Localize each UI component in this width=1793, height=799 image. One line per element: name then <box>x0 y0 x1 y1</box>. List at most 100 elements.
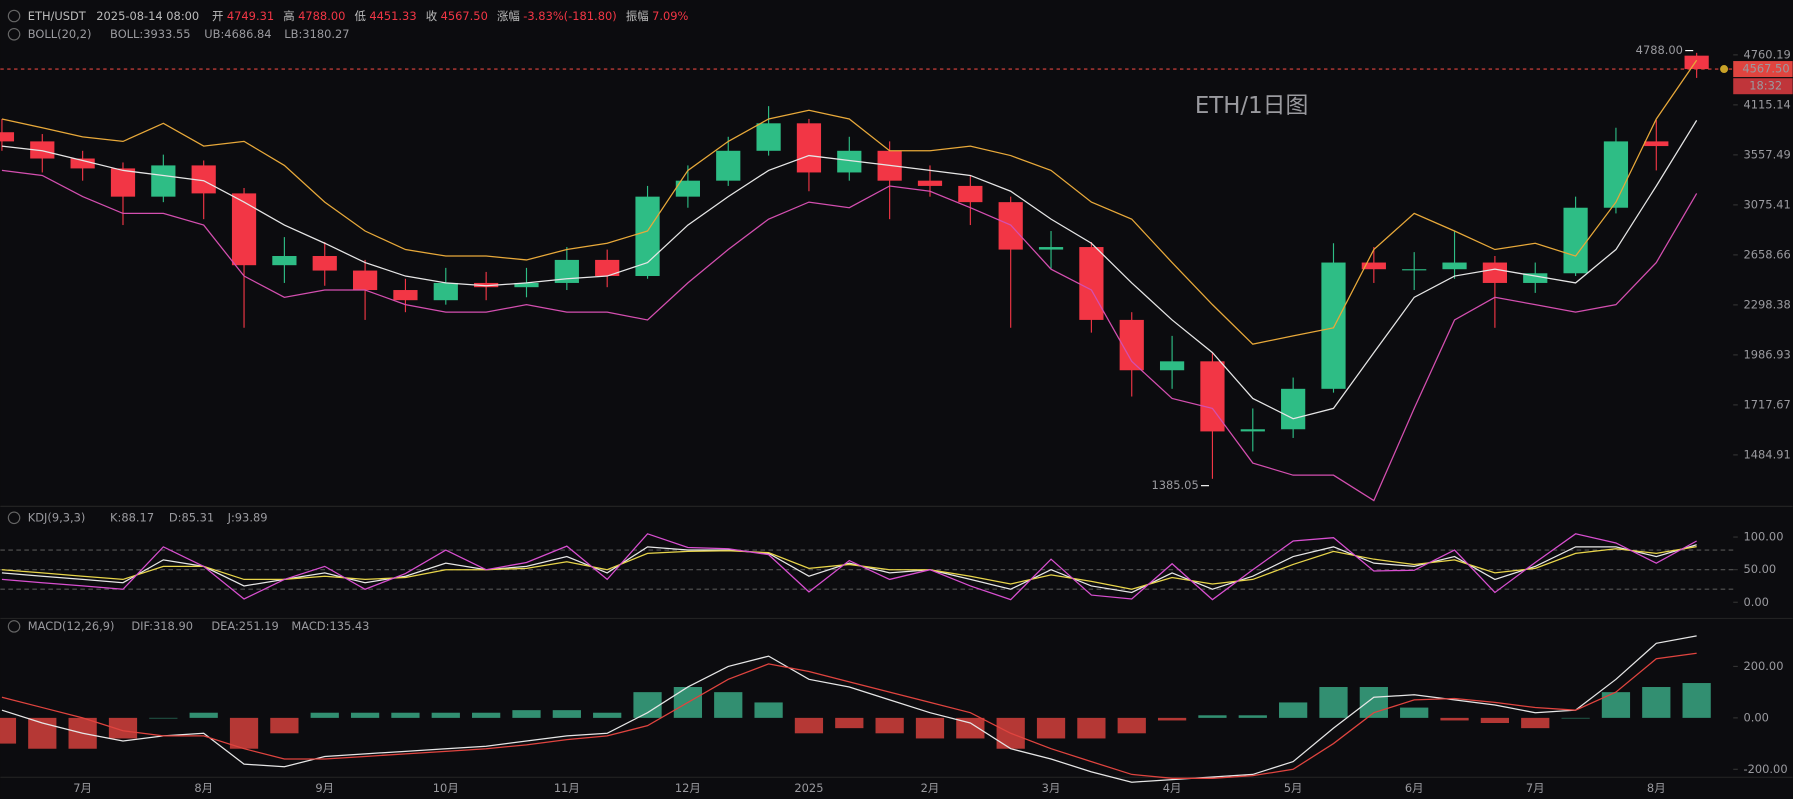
macd-bar <box>472 712 501 718</box>
macd-bar <box>149 717 178 719</box>
candle-body <box>1482 262 1507 283</box>
candle-body <box>1402 269 1427 271</box>
x-tick-label: 11月 <box>554 781 580 795</box>
candle-body <box>675 180 700 197</box>
candle-body <box>595 259 620 277</box>
legend-entry: LB:3180.27 <box>284 27 349 41</box>
x-tick-label: 3月 <box>1042 781 1061 795</box>
macd-bar <box>431 712 460 718</box>
legend-entry: UB:4686.84 <box>204 27 271 41</box>
candle-body <box>70 158 95 169</box>
candle-body <box>796 123 822 173</box>
field-value: 4749.31 <box>227 9 274 23</box>
collapse-icon[interactable] <box>7 28 21 41</box>
legend-entry: BOLL:3933.55 <box>110 27 190 41</box>
y-tick-label: 1986.93 <box>1744 347 1791 361</box>
x-tick-label: 7月 <box>73 781 92 795</box>
macd-bar <box>1036 717 1066 739</box>
macd-bar <box>915 717 945 739</box>
macd-bar <box>956 717 985 739</box>
candle-body <box>272 256 297 266</box>
collapse-icon[interactable] <box>7 9 21 23</box>
candle-body <box>635 196 660 277</box>
macd-bar <box>1198 715 1227 718</box>
candle-body <box>1563 207 1588 274</box>
field-label: 低 <box>355 9 367 23</box>
symbol: ETH/USDT <box>28 9 87 23</box>
field-label: 涨幅 <box>497 9 520 23</box>
legend-entry: DIF:318.90 <box>131 619 193 633</box>
low-label: 1385.05 <box>1151 478 1198 492</box>
candle-body <box>554 259 579 283</box>
last-price-box <box>1733 61 1793 78</box>
macd-bar <box>633 692 662 718</box>
macd-bar <box>1117 717 1146 734</box>
candle-body <box>1684 55 1709 70</box>
alert-dot <box>1720 65 1729 74</box>
candle-body <box>30 141 55 159</box>
last-price-label: 4567.50 <box>1742 62 1789 76</box>
collapse-icon[interactable] <box>7 620 21 633</box>
candle-body <box>1321 262 1346 389</box>
y-tick-label: 0.00 <box>1744 595 1769 609</box>
collapse-icon[interactable] <box>7 511 21 525</box>
y-tick-label: -200.00 <box>1744 762 1788 776</box>
legend-entry: DEA:251.19 <box>211 619 278 633</box>
macd-bar <box>794 717 824 734</box>
macd-bar <box>1561 717 1590 719</box>
watermark-title: ETH/1日图 <box>1195 93 1309 119</box>
y-tick-label: 2658.66 <box>1744 247 1791 261</box>
macd-bar <box>1400 707 1429 718</box>
macd-bar <box>391 712 420 718</box>
x-tick-label: 2月 <box>921 781 940 795</box>
time: 2025-08-14 08:00 <box>96 9 199 23</box>
indicator-line <box>1 652 1697 779</box>
candle-body <box>1159 361 1185 371</box>
field-value: -3.83%(-181.80) <box>523 9 616 23</box>
x-tick-label: 2025 <box>794 781 823 795</box>
y-tick-label: 3557.49 <box>1744 147 1791 161</box>
legend-entry: D:85.31 <box>169 510 214 524</box>
field-label: 开 <box>212 9 223 23</box>
x-tick-label: 7月 <box>1526 781 1545 795</box>
indicator-name: BOLL(20,2) <box>28 27 92 41</box>
macd-bar <box>1157 717 1187 721</box>
candle-body <box>433 282 458 301</box>
candle-body <box>1523 273 1548 283</box>
macd-bar <box>552 710 581 718</box>
countdown-label: 18:32 <box>1749 79 1782 93</box>
y-tick-label: 4115.14 <box>1744 97 1791 111</box>
macd-bar <box>593 712 622 718</box>
field-value: 4788.00 <box>298 9 345 23</box>
candle-body <box>393 290 418 301</box>
macd-bar <box>1319 687 1348 718</box>
candle-body <box>1038 247 1064 250</box>
macd-bar <box>310 712 339 718</box>
legend-entry: J:93.89 <box>227 510 268 524</box>
macd-bar <box>512 710 541 718</box>
candle-body <box>756 123 781 151</box>
macd-bar <box>1642 687 1671 718</box>
field-value: 4451.33 <box>369 9 416 23</box>
candle-body <box>1603 141 1629 208</box>
candle-body <box>151 165 176 197</box>
indicator-line <box>1 59 1698 345</box>
x-tick-label: 8月 <box>1647 781 1666 795</box>
indicator-line <box>1 533 1697 601</box>
x-tick-label: 5月 <box>1284 781 1303 795</box>
y-tick-label: 2298.38 <box>1744 297 1791 311</box>
candle-body <box>312 256 337 271</box>
macd-bar <box>754 702 783 718</box>
candle-body <box>837 150 862 173</box>
field-label: 振幅 <box>626 9 649 23</box>
candle-body <box>1442 262 1467 270</box>
macd-bar <box>0 717 17 744</box>
candle-body <box>917 180 943 186</box>
high-label: 4788.00 <box>1636 43 1683 57</box>
legend-entry: MACD:135.43 <box>291 619 369 633</box>
candle-body <box>716 150 741 181</box>
macd-bar <box>350 712 380 718</box>
y-tick-label: 3075.41 <box>1744 197 1791 211</box>
